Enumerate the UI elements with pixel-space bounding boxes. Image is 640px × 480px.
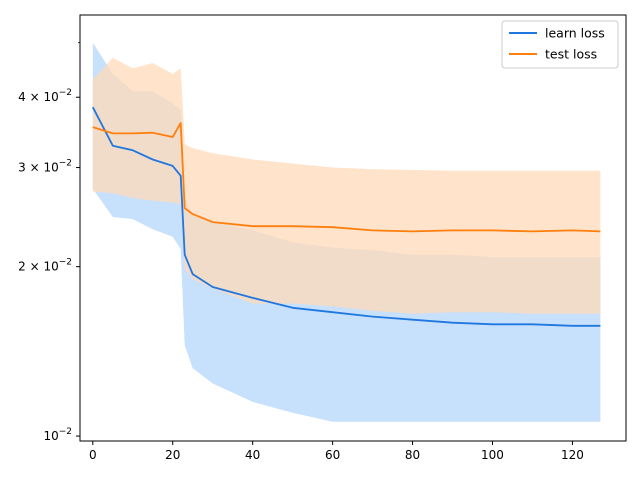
learn-loss-band	[92, 42, 601, 422]
test-loss-band	[92, 57, 601, 314]
y-tick-label: 3 × 10−2	[18, 159, 72, 175]
y-tick-label: 2 × 10−2	[18, 258, 72, 274]
plot-frame	[79, 14, 627, 442]
legend: learn loss test loss	[501, 20, 619, 69]
axes: 0 20 40 60 80 100 120 10−2 2 × 10−2 3 × 10−2 4 × 1…	[18, 14, 627, 462]
legend-label-test-loss: test loss	[545, 47, 597, 62]
x-tick-label: 0	[89, 448, 97, 462]
series-lines	[92, 106, 601, 327]
x-tick-label: 40	[245, 448, 260, 462]
test-loss-line	[92, 122, 601, 233]
x-tick-label: 100	[481, 448, 504, 462]
x-tick-label: 80	[405, 448, 420, 462]
x-tick-label: 20	[165, 448, 180, 462]
legend-label-learn-loss: learn loss	[545, 26, 605, 41]
y-tick-label: 4 × 10−2	[18, 88, 72, 104]
y-tick-label: 10−2	[43, 427, 72, 443]
x-tick-label: 120	[561, 448, 584, 462]
x-tick-label: 60	[325, 448, 340, 462]
learn-loss-line	[92, 106, 601, 327]
confidence-bands	[92, 42, 601, 422]
